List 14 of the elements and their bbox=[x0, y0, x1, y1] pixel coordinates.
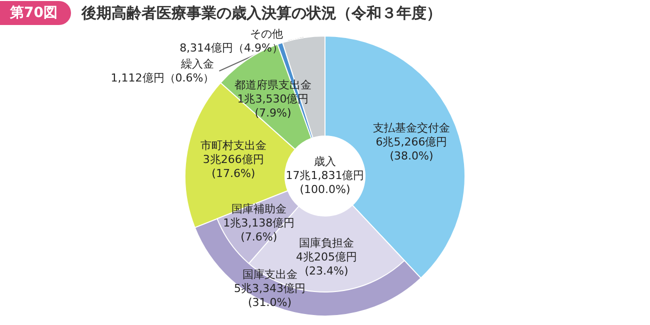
text: 第70図 bbox=[0, 1, 72, 25]
data-label: 6兆5,266億円 (38.0%) bbox=[376, 135, 448, 162]
slice-label: 国庫支出金 bbox=[242, 268, 298, 282]
data-label: 1,112億円（0.6%） bbox=[110, 72, 214, 84]
slice-label: その他 bbox=[250, 28, 283, 40]
data-label: 1兆3,138億円 (7.6%) bbox=[223, 216, 295, 244]
slice-label: 支払基金交付金 bbox=[372, 121, 450, 134]
slice-label: 国庫負担金 bbox=[299, 236, 354, 250]
chart-title: 後期高齢者医療事業の歳入決算の状況（令和３年度） bbox=[81, 4, 442, 22]
text: 歳入 17兆1,831億円 (100.0%) bbox=[284, 155, 366, 197]
slice-label: 繰入金 bbox=[180, 58, 214, 70]
data-label: 3兆266億円 (17.6%) bbox=[202, 153, 264, 180]
slice-label: 市町村支出金 bbox=[200, 139, 266, 152]
data-label: 4兆205億円 (23.4%) bbox=[296, 250, 358, 278]
